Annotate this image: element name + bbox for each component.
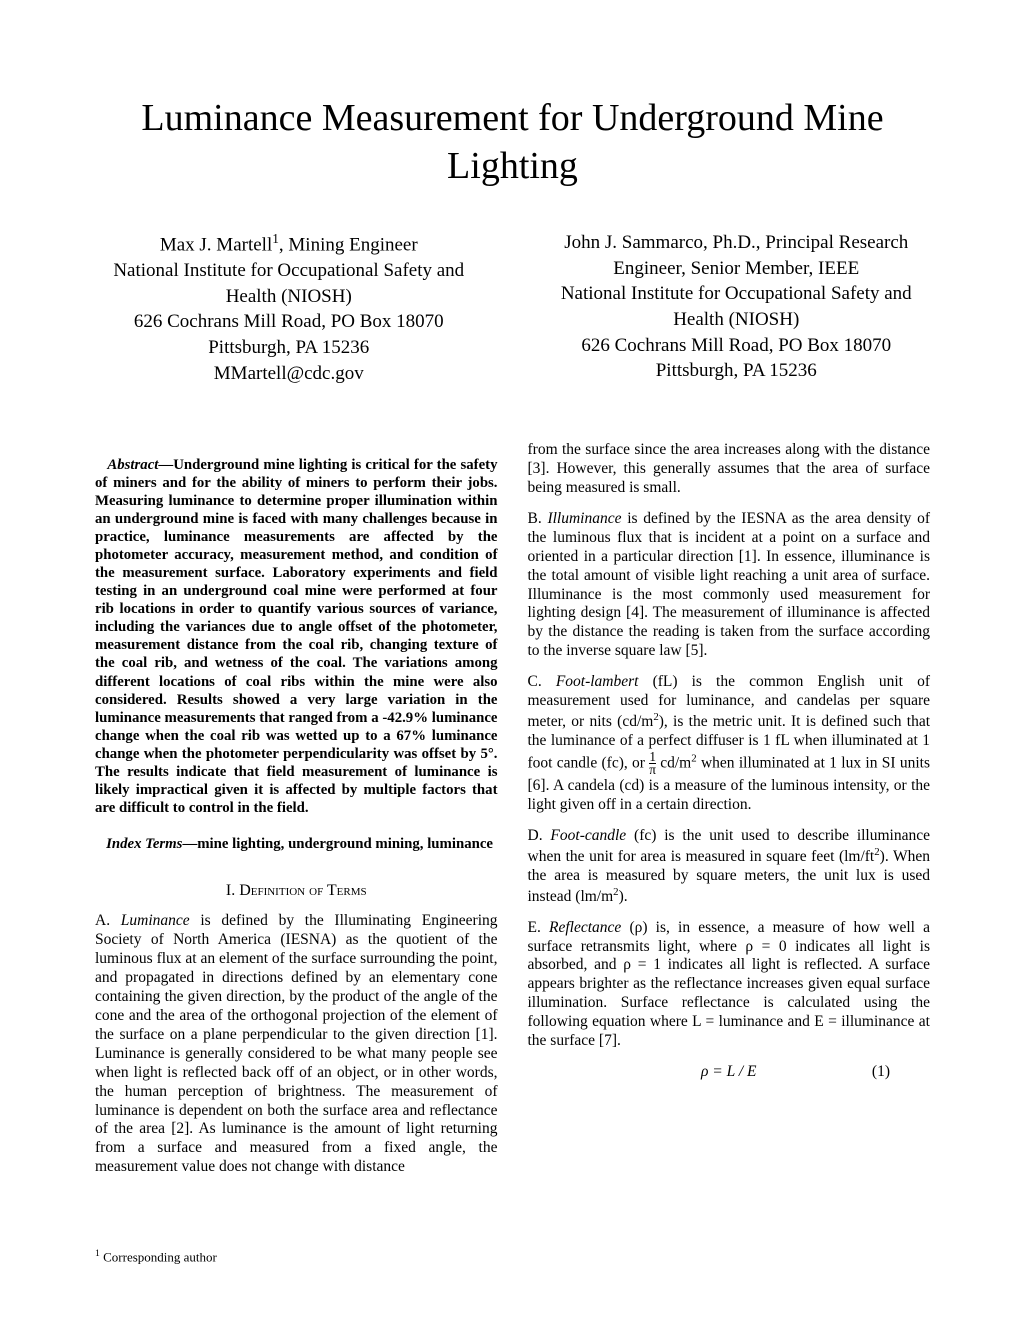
abstract-text: —Underground mine lighting is critical f… [95,457,498,816]
equation-1: ρ = L / E (1) [528,1063,931,1082]
author-name-line: Max J. Martell1, Mining Engineer [95,230,483,258]
footnote-text: Corresponding author [100,1249,217,1264]
author-org-line-1: National Institute for Occupational Safe… [543,281,931,307]
author-role: Engineer, Senior Member, IEEE [543,256,931,282]
index-terms-label: Index Terms [106,836,182,852]
definition-c: C. Foot-lambert (fL) is the common Engli… [528,673,931,815]
author-footnote-ref: 1 [272,231,279,246]
def-term: Foot-candle [550,827,626,844]
author-name: Max J. Martell [160,234,272,255]
footnote: 1 Corresponding author [95,1248,217,1265]
fraction: 1π [649,751,656,777]
author-org-line-1: National Institute for Occupational Safe… [95,258,483,284]
definition-d: D. Foot-candle (fc) is the unit used to … [528,827,931,907]
def-term: Luminance [121,912,190,929]
section-number: I. [226,882,239,899]
def-label: A. [95,912,121,929]
definition-a: A. Luminance is defined by the Illuminat… [95,912,498,1177]
def-label: B. [528,510,548,527]
def-label: E. [528,919,550,936]
author-right: John J. Sammarco, Ph.D., Principal Resea… [543,230,931,386]
def-text: is defined by the Illuminating Engineeri… [95,912,498,1175]
index-terms: Index Terms—mine lighting, underground m… [95,835,498,853]
right-column: from the surface since the area increase… [528,441,931,1189]
abstract-label: Abstract [107,457,158,473]
def-text: (ρ) is, in essence, a measure of how wel… [528,919,931,1049]
definition-b: B. Illuminance is defined by the IESNA a… [528,510,931,661]
abstract: Abstract—Underground mine lighting is cr… [95,456,498,817]
definition-a-continued: from the surface since the area increase… [528,441,931,498]
def-text: is defined by the IESNA as the area dens… [528,510,931,659]
two-column-body: Abstract—Underground mine lighting is cr… [95,441,930,1189]
author-address-line-1: 626 Cochrans Mill Road, PO Box 18070 [95,309,483,335]
author-org-line-2: Health (NIOSH) [95,284,483,310]
def-text-part-c: cd/m [656,754,691,771]
author-org-line-2: Health (NIOSH) [543,307,931,333]
author-left: Max J. Martell1, Mining Engineer Nationa… [95,230,483,386]
page: Luminance Measurement for Underground Mi… [0,0,1020,1320]
author-address-line-1: 626 Cochrans Mill Road, PO Box 18070 [543,333,931,359]
author-address-line-2: Pittsburgh, PA 15236 [95,335,483,361]
paper-title: Luminance Measurement for Underground Mi… [95,95,930,190]
authors-row: Max J. Martell1, Mining Engineer Nationa… [95,230,930,386]
def-text-part-c: ). [619,888,628,905]
definition-e: E. Reflectance (ρ) is, in essence, a mea… [528,919,931,1051]
def-label: D. [528,827,551,844]
left-column: Abstract—Underground mine lighting is cr… [95,441,498,1189]
def-term: Illuminance [547,510,621,527]
author-name-line: John J. Sammarco, Ph.D., Principal Resea… [543,230,931,256]
author-email: MMartell@cdc.gov [95,361,483,387]
author-role: , Mining Engineer [279,234,418,255]
def-term: Foot-lambert [556,673,639,690]
author-address-line-2: Pittsburgh, PA 15236 [543,358,931,384]
def-term: Reflectance [549,919,621,936]
section-title: Definition of Terms [239,882,366,899]
index-terms-text: —mine lighting, underground mining, lumi… [182,836,493,852]
fraction-denominator: π [649,763,656,777]
equation-body: ρ = L / E [701,1063,757,1080]
section-1-heading: I. Definition of Terms [95,881,498,901]
equation-number: (1) [872,1063,890,1082]
def-label: C. [528,673,556,690]
